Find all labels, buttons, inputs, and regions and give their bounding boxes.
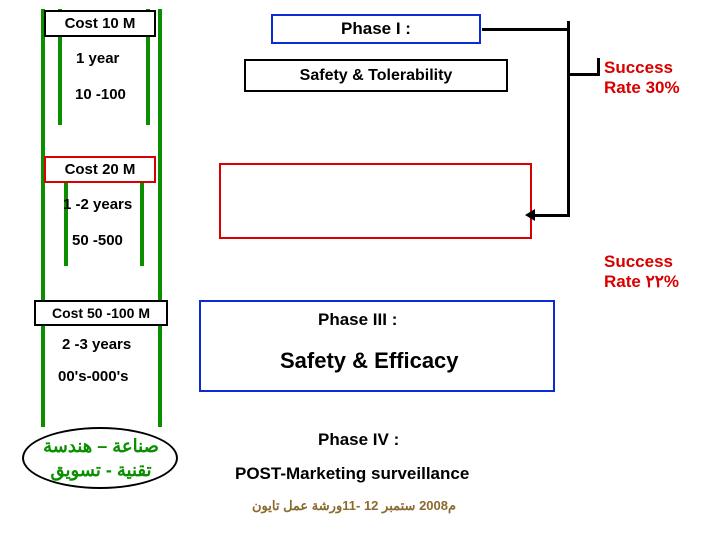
left1-n: 10 -100: [75, 86, 126, 103]
left3-n: 00's-000's: [58, 368, 129, 385]
left2-dur: 1 -2 years: [63, 196, 132, 213]
left1-cost: Cost 10 M: [44, 10, 156, 37]
sr1-text-v: [597, 58, 600, 76]
sr2-l2: Rate ٢٢%: [604, 272, 679, 292]
funnel-right-outer: [158, 9, 162, 427]
left4-ar2: تقنية - تسويق: [36, 460, 166, 481]
sr1-l1: Success: [604, 58, 673, 78]
sr1-h-top: [482, 28, 570, 31]
phase3-title: Phase III :: [318, 310, 397, 330]
phase3-sub: Safety & Efficacy: [280, 348, 459, 374]
sr1-l2: Rate 30%: [604, 78, 680, 98]
left3-cost: Cost 50 -100 M: [34, 300, 168, 326]
phase1-title-box: Phase I :: [271, 14, 481, 44]
left4-ar1: صناعة – هندسة: [36, 436, 166, 457]
phase1-sub-box: Safety & Tolerability: [244, 59, 508, 92]
left2-n: 50 -500: [72, 232, 123, 249]
sr1-to-text: [567, 73, 599, 76]
phase2-box: [219, 163, 532, 239]
left1-dur: 1 year: [76, 50, 119, 67]
phase4-sub: POST-Marketing surveillance: [235, 464, 469, 484]
footer-text: م2008 ستمبر 12 -11ورشة عمل تايون: [252, 498, 456, 514]
phase4-title: Phase IV :: [318, 430, 399, 450]
sr1-h-bot: [533, 214, 570, 217]
funnel-left-outer: [41, 9, 45, 427]
sr2-l1: Success: [604, 252, 673, 272]
left2-cost: Cost 20 M: [44, 156, 156, 183]
sr1-arrow: [525, 209, 535, 221]
sr1-v1: [567, 21, 570, 217]
left3-dur: 2 -3 years: [62, 336, 131, 353]
